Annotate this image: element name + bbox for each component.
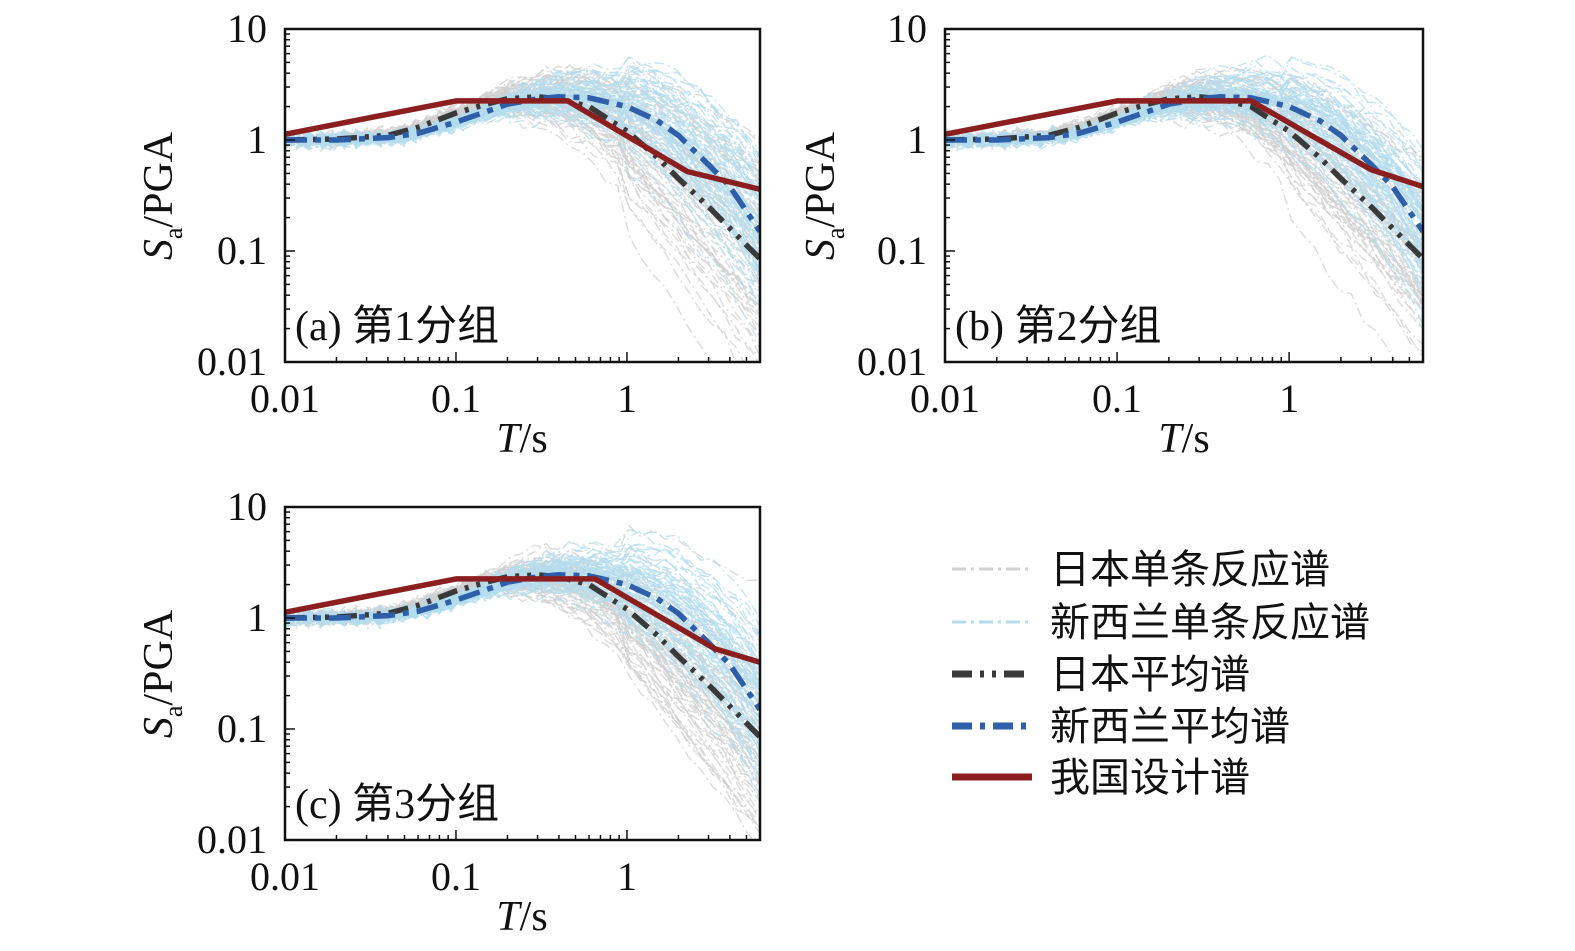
x-axis-title: T/s [496,894,547,940]
legend-item-japan-individual: 日本单条反应谱 [952,547,1330,593]
individual-spectrum-line [945,117,1423,326]
x-tick-label: 0.1 [431,376,481,421]
legend-item-nz-mean: 新西兰平均谱 [952,704,1290,750]
y-tick-label: 1 [247,595,267,640]
legend-item-nz-individual: 新西兰单条反应谱 [952,600,1370,646]
individual-spectrum-line [945,66,1423,188]
individual-spectra-cloud [945,54,1423,362]
individual-spectrum-line [285,560,760,689]
individual-spectrum-line [285,65,760,176]
y-tick-label: 10 [227,6,267,51]
legend-item-china-design: 我国设计谱 [952,755,1250,801]
axis-ticks [284,511,761,841]
individual-spectrum-line [285,524,760,622]
x-tick-label: 0.1 [431,854,481,899]
y-tick-label: 1 [907,117,927,162]
y-tick-label: 0.01 [197,817,267,862]
y-tick-labels: 0.01 0.1 1 10 [197,6,267,384]
mean-spectra-lines [285,572,760,739]
individual-spectrum-line [285,90,760,227]
y-tick-label: 10 [887,6,927,51]
y-tick-label: 0.01 [197,339,267,384]
axis-ticks [944,33,1424,363]
y-tick-label: 10 [227,484,267,529]
y-axis-title: Sa/PGA [136,131,188,260]
panel-label: (b) 第2分组 [955,304,1161,350]
plot-frame [943,27,1425,364]
panel-label: (a) 第1分组 [295,304,499,350]
individual-spectrum-line [945,89,1423,276]
series-line [285,572,760,712]
mean-spectra-lines [945,94,1423,261]
y-tick-label: 0.01 [857,339,927,384]
x-tick-label: 0.01 [250,376,320,421]
y-tick-label: 0.1 [217,228,267,273]
legend-label: 日本平均谱 [1050,652,1250,698]
individual-spectrum-line [285,584,760,772]
axis-ticks [284,33,761,363]
individual-spectrum-line [285,110,760,345]
series-line [285,98,760,192]
individual-spectra-cloud [285,54,760,362]
chart-panel-c: 0.01 0.1 1 10 0.01 0.1 1 (c) 第3分组 Sa/PGA T/s [136,484,762,940]
x-tick-label: 1 [617,376,637,421]
individual-spectrum-line [285,542,760,641]
mean-spectra-lines [285,94,760,261]
chart-panel-b: 0.01 0.1 1 10 0.01 0.1 1 (b) 第2分组 Sa/PGA T/s [798,6,1425,462]
x-tick-label: 0.1 [1092,376,1142,421]
chart-panel-a: 0.01 0.1 1 10 0.01 0.1 1 (a) 第1分组 Sa/PGA T/s [136,6,762,462]
individual-spectrum-line [945,95,1423,255]
individual-spectrum-line [285,108,714,362]
individual-spectrum-line [285,101,760,257]
series-line [285,576,760,665]
individual-spectrum-line [285,543,760,655]
individual-spectrum-line [945,94,1423,323]
y-tick-label: 0.1 [877,228,927,273]
individual-spectrum-line [945,90,1423,212]
x-tick-label: 0.01 [910,376,980,421]
series-line [945,98,1423,190]
y-tick-label: 1 [247,117,267,162]
legend-label: 新西兰平均谱 [1050,704,1290,750]
plot-frame [283,27,762,364]
individual-spectrum-line [285,583,760,783]
x-tick-label: 1 [1279,376,1299,421]
x-tick-labels: 0.01 0.1 1 [250,854,637,899]
x-axis-title: T/s [1158,416,1209,462]
legend-label: 我国设计谱 [1050,755,1250,801]
panel-label: (c) 第3分组 [295,782,499,828]
plot-frame [283,505,762,842]
individual-spectrum-line [945,104,1423,267]
y-axis-title: Sa/PGA [798,131,850,260]
x-axis-title: T/s [496,416,547,462]
legend-label: 新西兰单条反应谱 [1050,600,1370,646]
x-tick-labels: 0.01 0.1 1 [910,376,1299,421]
y-tick-label: 0.1 [217,706,267,751]
legend-item-japan-mean: 日本平均谱 [952,652,1250,698]
individual-spectrum-line [945,81,1423,203]
y-tick-labels: 0.01 0.1 1 10 [197,484,267,862]
y-axis-title: Sa/PGA [136,609,188,738]
legend: 日本单条反应谱 新西兰单条反应谱 日本平均谱 新西兰平均谱 我国设计谱 [952,547,1370,801]
x-tick-label: 1 [617,854,637,899]
x-tick-label: 0.01 [250,854,320,899]
x-tick-labels: 0.01 0.1 1 [250,376,637,421]
y-tick-labels: 0.01 0.1 1 10 [857,6,927,384]
individual-spectrum-line [945,107,1423,308]
series-line [285,94,760,234]
series-line [945,94,1423,234]
individual-spectrum-line [285,556,760,672]
individual-spectrum-line [285,63,760,162]
individual-spectrum-line [285,69,760,145]
legend-label: 日本单条反应谱 [1050,547,1330,593]
